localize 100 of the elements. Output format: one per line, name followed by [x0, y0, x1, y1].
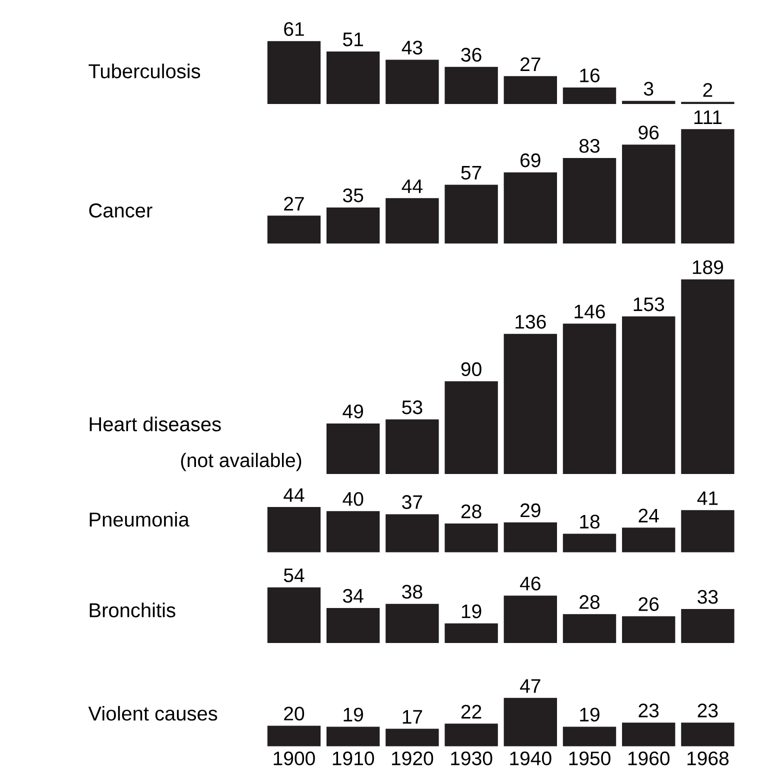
bar — [386, 60, 439, 104]
bar — [386, 514, 439, 552]
data-label: 49 — [342, 404, 364, 418]
data-label: 33 — [698, 590, 718, 604]
bar — [267, 726, 321, 746]
bar — [622, 100, 676, 104]
bar — [504, 698, 558, 746]
bar — [562, 324, 616, 474]
data-label: 83 — [580, 139, 600, 153]
bar — [681, 510, 734, 552]
data-label: 153 — [634, 297, 664, 312]
bar — [386, 419, 439, 474]
text: Bronchitis — [90, 602, 176, 618]
x-tick-label: 1930 — [451, 752, 492, 766]
bar — [504, 522, 558, 552]
bar — [504, 334, 558, 474]
data-label: 44 — [284, 488, 304, 502]
data-label: 146 — [574, 304, 605, 318]
bar — [444, 381, 498, 474]
data-label: 90 — [461, 362, 482, 376]
bar — [326, 424, 380, 474]
data-label: 36 — [461, 48, 482, 62]
bar — [622, 722, 676, 746]
bar — [681, 722, 734, 746]
bar — [622, 528, 676, 552]
data-label: 19 — [580, 708, 600, 722]
annotation: (not available) — [181, 452, 302, 472]
chart-title: Pneumonia — [90, 512, 190, 527]
bar — [267, 41, 321, 104]
data-label: 189 — [692, 260, 724, 274]
data-label: 29 — [520, 503, 540, 518]
data-label: 28 — [580, 595, 600, 609]
bar — [326, 726, 380, 746]
data-label: 19 — [462, 604, 482, 618]
bar — [504, 172, 558, 244]
data-label: 23 — [638, 704, 659, 718]
bar — [326, 608, 380, 643]
chart-title: Violent causes — [88, 706, 218, 721]
bar — [504, 76, 558, 104]
data-label: 96 — [638, 126, 659, 140]
bar — [562, 534, 616, 552]
x-tick-label: 1960 — [628, 752, 670, 766]
data-label: 61 — [284, 22, 304, 36]
bar — [681, 129, 734, 244]
data-label: 2 — [703, 83, 712, 97]
data-label: 26 — [638, 597, 659, 612]
data-label: 28 — [461, 504, 482, 518]
x-tick-label: 1940 — [510, 752, 552, 766]
data-label: 47 — [520, 679, 540, 693]
data-label: 37 — [402, 495, 422, 509]
bar — [326, 207, 380, 244]
bar — [562, 614, 616, 643]
bar — [386, 604, 439, 643]
data-label: 16 — [580, 68, 600, 82]
bar — [562, 158, 616, 244]
bar — [622, 144, 676, 244]
data-label: 17 — [402, 710, 422, 724]
data-label: 136 — [516, 314, 546, 329]
x-tick-label: 1910 — [332, 752, 374, 766]
data-label: 44 — [402, 180, 422, 193]
bar — [326, 511, 380, 552]
data-label: 18 — [580, 514, 600, 529]
data-label: 111 — [694, 110, 722, 124]
data-label: 54 — [284, 568, 304, 582]
bar — [267, 216, 321, 244]
data-label: 23 — [698, 704, 718, 718]
bar — [386, 728, 439, 746]
data-label: 51 — [343, 32, 363, 46]
data-label: 22 — [461, 704, 482, 718]
x-tick-label: 1968 — [688, 752, 729, 766]
bar — [562, 88, 616, 104]
data-label: 46 — [520, 576, 540, 590]
x-tick-label: 1950 — [569, 752, 610, 766]
bar — [562, 726, 616, 746]
data-label: 41 — [697, 491, 718, 505]
bar — [267, 506, 321, 552]
x-tick-label: 1920 — [392, 752, 434, 766]
data-label: 20 — [284, 706, 304, 720]
bar — [622, 616, 676, 643]
data-label: 27 — [520, 57, 540, 71]
bar — [444, 184, 498, 244]
x-tick-label: 1900 — [274, 752, 315, 766]
data-label: 69 — [520, 153, 540, 168]
text: Tuberculosis — [88, 64, 200, 78]
text: Heart diseases — [90, 416, 221, 432]
bar — [622, 316, 676, 474]
text: Cancer — [89, 203, 152, 218]
bar — [444, 66, 498, 104]
data-label: 57 — [461, 166, 482, 180]
bar — [504, 596, 558, 643]
bar — [444, 724, 498, 746]
bar — [386, 198, 439, 244]
data-label: 24 — [638, 508, 659, 522]
bar — [444, 523, 498, 552]
data-label: 35 — [342, 188, 364, 202]
bar — [681, 609, 734, 643]
data-label: 34 — [342, 588, 364, 603]
bar — [267, 587, 321, 643]
bar — [444, 623, 498, 643]
data-label: 53 — [402, 400, 422, 414]
